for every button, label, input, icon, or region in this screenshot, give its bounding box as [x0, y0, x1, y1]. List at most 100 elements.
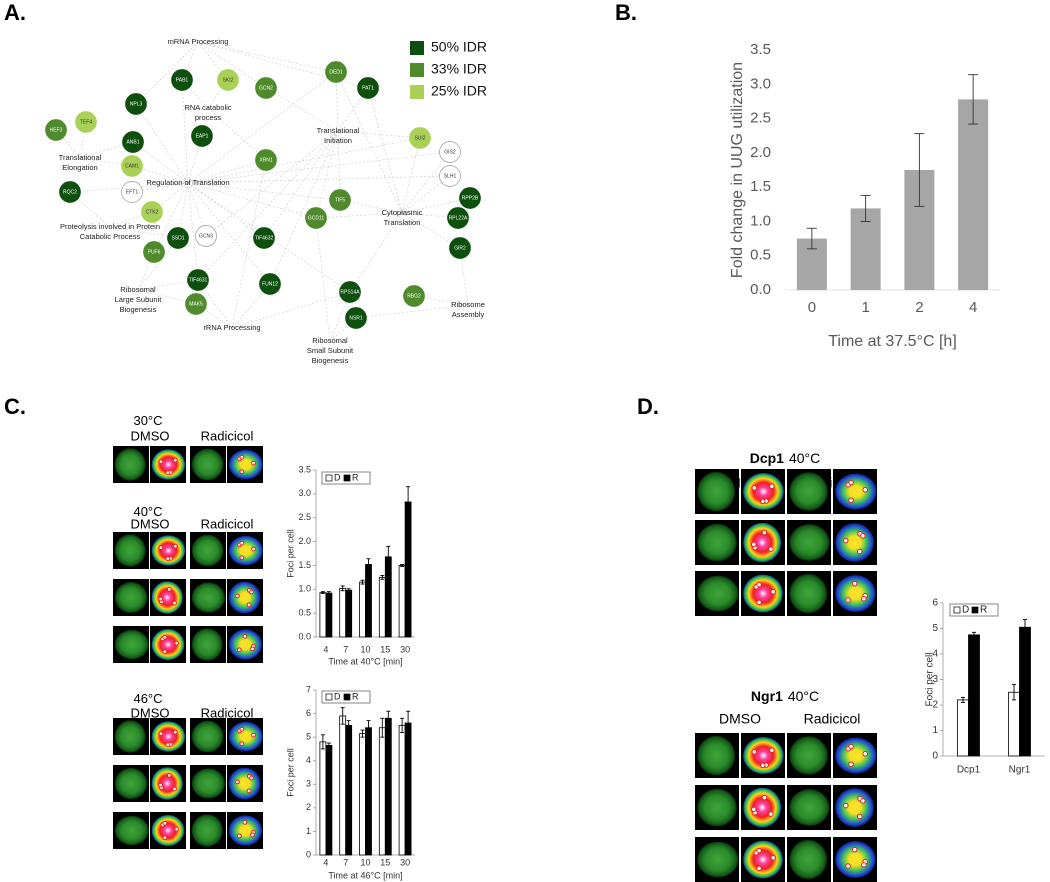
x-tick-label: 15 — [380, 644, 390, 654]
network-edge — [153, 182, 189, 253]
micrograph-cell — [191, 814, 223, 847]
network-node — [357, 77, 379, 99]
micrograph-spot — [761, 794, 768, 801]
process-label: Elongation — [62, 163, 97, 172]
micrograph-spot — [158, 459, 164, 464]
micrograph-spot — [235, 779, 240, 785]
node-label: TIF5 — [335, 197, 345, 203]
gene-name: Dcp1 — [750, 450, 784, 466]
node-label: NPL3 — [130, 101, 143, 107]
micrograph-spot — [759, 498, 766, 505]
micrograph-cell — [835, 737, 877, 774]
micrograph-spot — [239, 555, 245, 561]
micrograph-spot — [249, 589, 254, 595]
column-label: DMSO — [131, 516, 170, 531]
image-group-title: Dcp1 40°C — [750, 450, 821, 466]
bar — [345, 724, 353, 856]
x-tick-label: 4 — [323, 857, 328, 867]
micrograph-spot — [756, 581, 762, 588]
legend-swatch — [953, 606, 961, 614]
process-label: Small Subunit — [307, 346, 354, 355]
micrograph-cell — [151, 767, 183, 800]
node-label: GCD11 — [308, 215, 325, 221]
micrograph-spot — [756, 599, 762, 606]
y-tick-label: 4 — [306, 755, 311, 765]
y-tick-label: 0.0 — [298, 631, 311, 641]
node-label: CTK2 — [146, 209, 159, 215]
micrograph-spot — [162, 649, 168, 655]
process-label: Initiation — [324, 136, 352, 145]
micrograph-spot — [852, 846, 858, 853]
micrograph-spot — [251, 546, 256, 552]
process-label: Ribosome — [451, 300, 485, 309]
micrograph-spot — [242, 634, 248, 639]
micrograph-spot — [848, 497, 854, 504]
micrograph-spot — [845, 863, 851, 869]
bar — [404, 501, 412, 638]
y-tick-label: 2.0 — [750, 144, 771, 161]
node-label: GCN3 — [199, 233, 213, 239]
network-node — [305, 207, 327, 229]
process-label: Assembly — [452, 310, 485, 319]
y-tick-label: 6 — [306, 708, 311, 718]
micrograph-spot — [166, 587, 172, 592]
micrograph-spot — [251, 460, 256, 466]
network-edge — [401, 212, 461, 249]
micrograph-cell — [743, 737, 784, 774]
network-node — [439, 141, 461, 163]
network-node — [449, 237, 471, 259]
node-label: TIF4631 — [189, 277, 208, 283]
process-label: Proteolysis involved in Protein — [60, 222, 160, 231]
micrograph-cell — [228, 581, 261, 614]
panel-label: A. — [4, 0, 26, 25]
network-node — [125, 93, 147, 115]
micrograph-spot — [769, 483, 775, 489]
micrograph-cell — [743, 522, 782, 563]
micrograph-cell — [151, 721, 186, 752]
y-tick-label: 3.0 — [750, 75, 771, 92]
process-label: Translational — [59, 153, 102, 162]
micrograph-spot — [751, 749, 758, 755]
x-tick-label: 15 — [380, 857, 390, 867]
network-node — [259, 273, 281, 295]
network-edge — [337, 87, 369, 132]
micrograph-cell — [228, 449, 263, 480]
micrograph-spot — [751, 485, 758, 491]
micrograph-cell — [835, 841, 876, 878]
bar — [957, 699, 969, 757]
micrograph-spot — [848, 761, 854, 768]
micrograph-cell — [697, 841, 739, 878]
micrograph-spot — [174, 640, 179, 646]
x-tick-label: 7 — [343, 857, 348, 867]
panel-label: C. — [4, 394, 26, 419]
x-tick-label: 30 — [400, 644, 410, 654]
node-label: DED1 — [329, 69, 343, 75]
process-label: process — [195, 113, 222, 122]
network-edge — [135, 41, 199, 105]
y-tick-label: 1.5 — [750, 178, 771, 195]
micrograph-cell — [191, 534, 224, 567]
x-tick-label: Dcp1 — [957, 765, 981, 776]
micrograph-spot — [861, 596, 867, 602]
legend-swatch — [343, 474, 351, 482]
column-label: Radicicol — [201, 705, 254, 720]
micrograph-spot — [162, 835, 168, 841]
node-label: MAK5 — [189, 301, 203, 307]
bar — [378, 576, 386, 638]
node-label: GIS2 — [444, 149, 456, 155]
node-label: FUN12 — [262, 281, 278, 287]
micrograph-cell — [835, 523, 874, 562]
micrograph-spot — [173, 543, 178, 549]
column-label: DMSO — [719, 711, 761, 727]
micrograph-cell — [228, 815, 263, 846]
micrograph-spot — [162, 634, 168, 640]
legend-label: D — [962, 605, 969, 616]
micrograph-spot — [751, 541, 757, 548]
image-group-title: 40°C — [133, 504, 162, 519]
micrograph-spot — [174, 826, 179, 832]
network-node — [187, 269, 209, 291]
micrograph-spot — [848, 479, 854, 486]
node-label: RPP2B — [462, 195, 479, 201]
network-node — [121, 155, 143, 177]
